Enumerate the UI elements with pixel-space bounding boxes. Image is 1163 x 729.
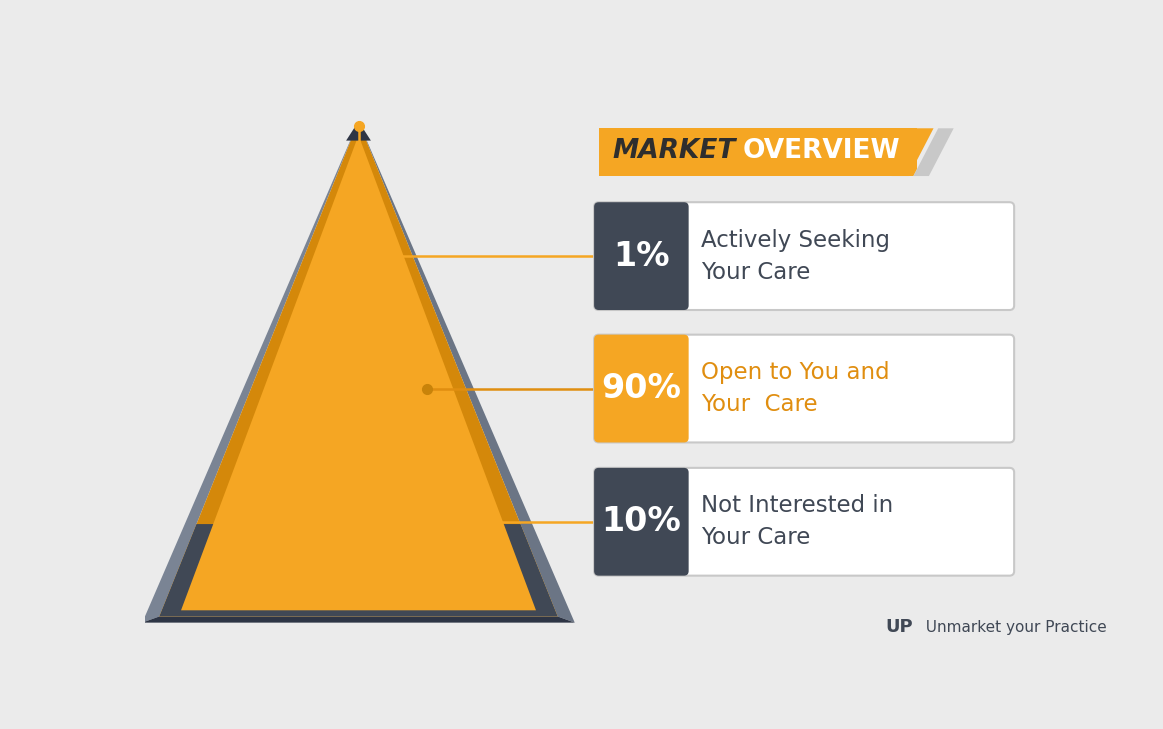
Polygon shape — [347, 121, 371, 141]
FancyBboxPatch shape — [594, 202, 688, 310]
Polygon shape — [142, 121, 358, 623]
Text: UP: UP — [885, 618, 913, 636]
Polygon shape — [358, 121, 575, 623]
Text: Unmarket your Practice: Unmarket your Practice — [916, 620, 1107, 635]
Polygon shape — [159, 524, 558, 617]
Text: Not Interested in
Your Care: Not Interested in Your Care — [701, 494, 893, 549]
Text: Open to You and
Your  Care: Open to You and Your Care — [701, 361, 890, 416]
Text: 1%: 1% — [613, 240, 670, 273]
Text: Actively Seeking
Your Care: Actively Seeking Your Care — [701, 229, 890, 284]
FancyBboxPatch shape — [599, 128, 916, 176]
Text: OVERVIEW: OVERVIEW — [742, 138, 900, 163]
Polygon shape — [892, 128, 934, 176]
Polygon shape — [159, 121, 558, 617]
Text: 10%: 10% — [601, 505, 682, 538]
Polygon shape — [142, 617, 575, 623]
Polygon shape — [913, 128, 954, 176]
FancyBboxPatch shape — [594, 468, 1014, 576]
Polygon shape — [181, 135, 536, 610]
FancyBboxPatch shape — [594, 468, 688, 576]
Text: 90%: 90% — [601, 372, 682, 405]
Text: MARKET: MARKET — [613, 138, 736, 163]
FancyBboxPatch shape — [594, 335, 1014, 443]
Polygon shape — [913, 128, 955, 176]
FancyBboxPatch shape — [594, 335, 688, 443]
FancyBboxPatch shape — [594, 202, 1014, 310]
